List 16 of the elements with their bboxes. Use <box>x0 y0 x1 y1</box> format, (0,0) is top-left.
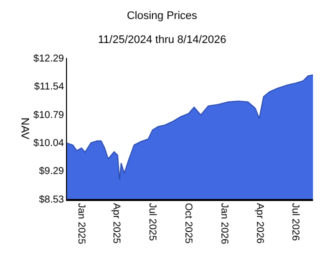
x-tick-label: Jan 2025 <box>75 203 86 245</box>
chart-title: Closing Prices <box>126 10 198 22</box>
y-tick-label: $11.54 <box>34 82 64 93</box>
y-axis-title: NAV <box>18 118 30 140</box>
y-tick-label: $10.79 <box>33 110 64 121</box>
x-tick-label: Jul 2025 <box>146 203 158 242</box>
x-tick-label: Oct 2025 <box>182 203 194 244</box>
y-tick-label: $10.04 <box>33 138 64 149</box>
y-tick-label: $8.53 <box>38 194 64 206</box>
x-tick-label: Apr 2026 <box>254 203 265 244</box>
y-tick-label: $12.29 <box>33 54 64 64</box>
y-tick-label: $9.29 <box>38 166 64 177</box>
x-tick-label: Apr 2025 <box>110 203 122 244</box>
x-tick-label: Jan 2026 <box>218 203 230 245</box>
chart-subtitle: 11/25/2024 thru 8/14/2026 <box>98 34 226 46</box>
x-tick-label: Jul 2026 <box>289 203 300 242</box>
